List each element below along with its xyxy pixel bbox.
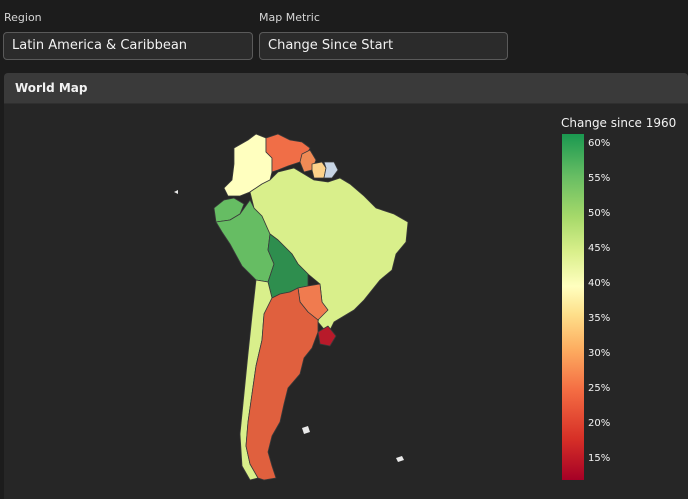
map-area[interactable]: Change since 1960 60% 55% 50% 45% 40% 35… <box>4 104 688 499</box>
region-suriname[interactable] <box>311 161 327 179</box>
region-south-georgia[interactable] <box>396 456 404 462</box>
colorbar-tick: 60% <box>588 138 610 149</box>
colorbar-ticks: 60% 55% 50% 45% 40% 35% 30% 25% 20% 15% <box>588 138 610 464</box>
card-title: World Map <box>4 73 688 104</box>
colorbar-tick: 35% <box>588 313 610 324</box>
colorbar-title: Change since 1960 <box>561 116 676 130</box>
colorbar-tick: 25% <box>588 383 610 394</box>
colorbar-tick: 50% <box>588 208 610 219</box>
colorbar-tick: 55% <box>588 173 610 184</box>
metric-select[interactable]: Change Since Start <box>259 32 508 60</box>
region-argentina[interactable] <box>245 287 319 481</box>
colorbar-tick: 30% <box>588 348 610 359</box>
colorbar-tick: 15% <box>588 453 610 464</box>
region-uruguay[interactable] <box>317 325 337 347</box>
region-french-guiana[interactable] <box>323 161 339 179</box>
colorbar <box>562 134 584 480</box>
colorbar-tick: 40% <box>588 278 610 289</box>
region-galapagos[interactable] <box>174 190 178 194</box>
colorbar-tick: 20% <box>588 418 610 429</box>
region-label: Region <box>4 11 42 24</box>
world-map-card: World Map <box>4 73 688 499</box>
region-falklands[interactable] <box>302 426 310 434</box>
colorbar-tick: 45% <box>588 243 610 254</box>
choropleth-map[interactable]: Change since 1960 60% 55% 50% 45% 40% 35… <box>4 104 688 499</box>
region-select[interactable]: Latin America & Caribbean <box>3 32 253 60</box>
metric-label: Map Metric <box>259 11 320 24</box>
